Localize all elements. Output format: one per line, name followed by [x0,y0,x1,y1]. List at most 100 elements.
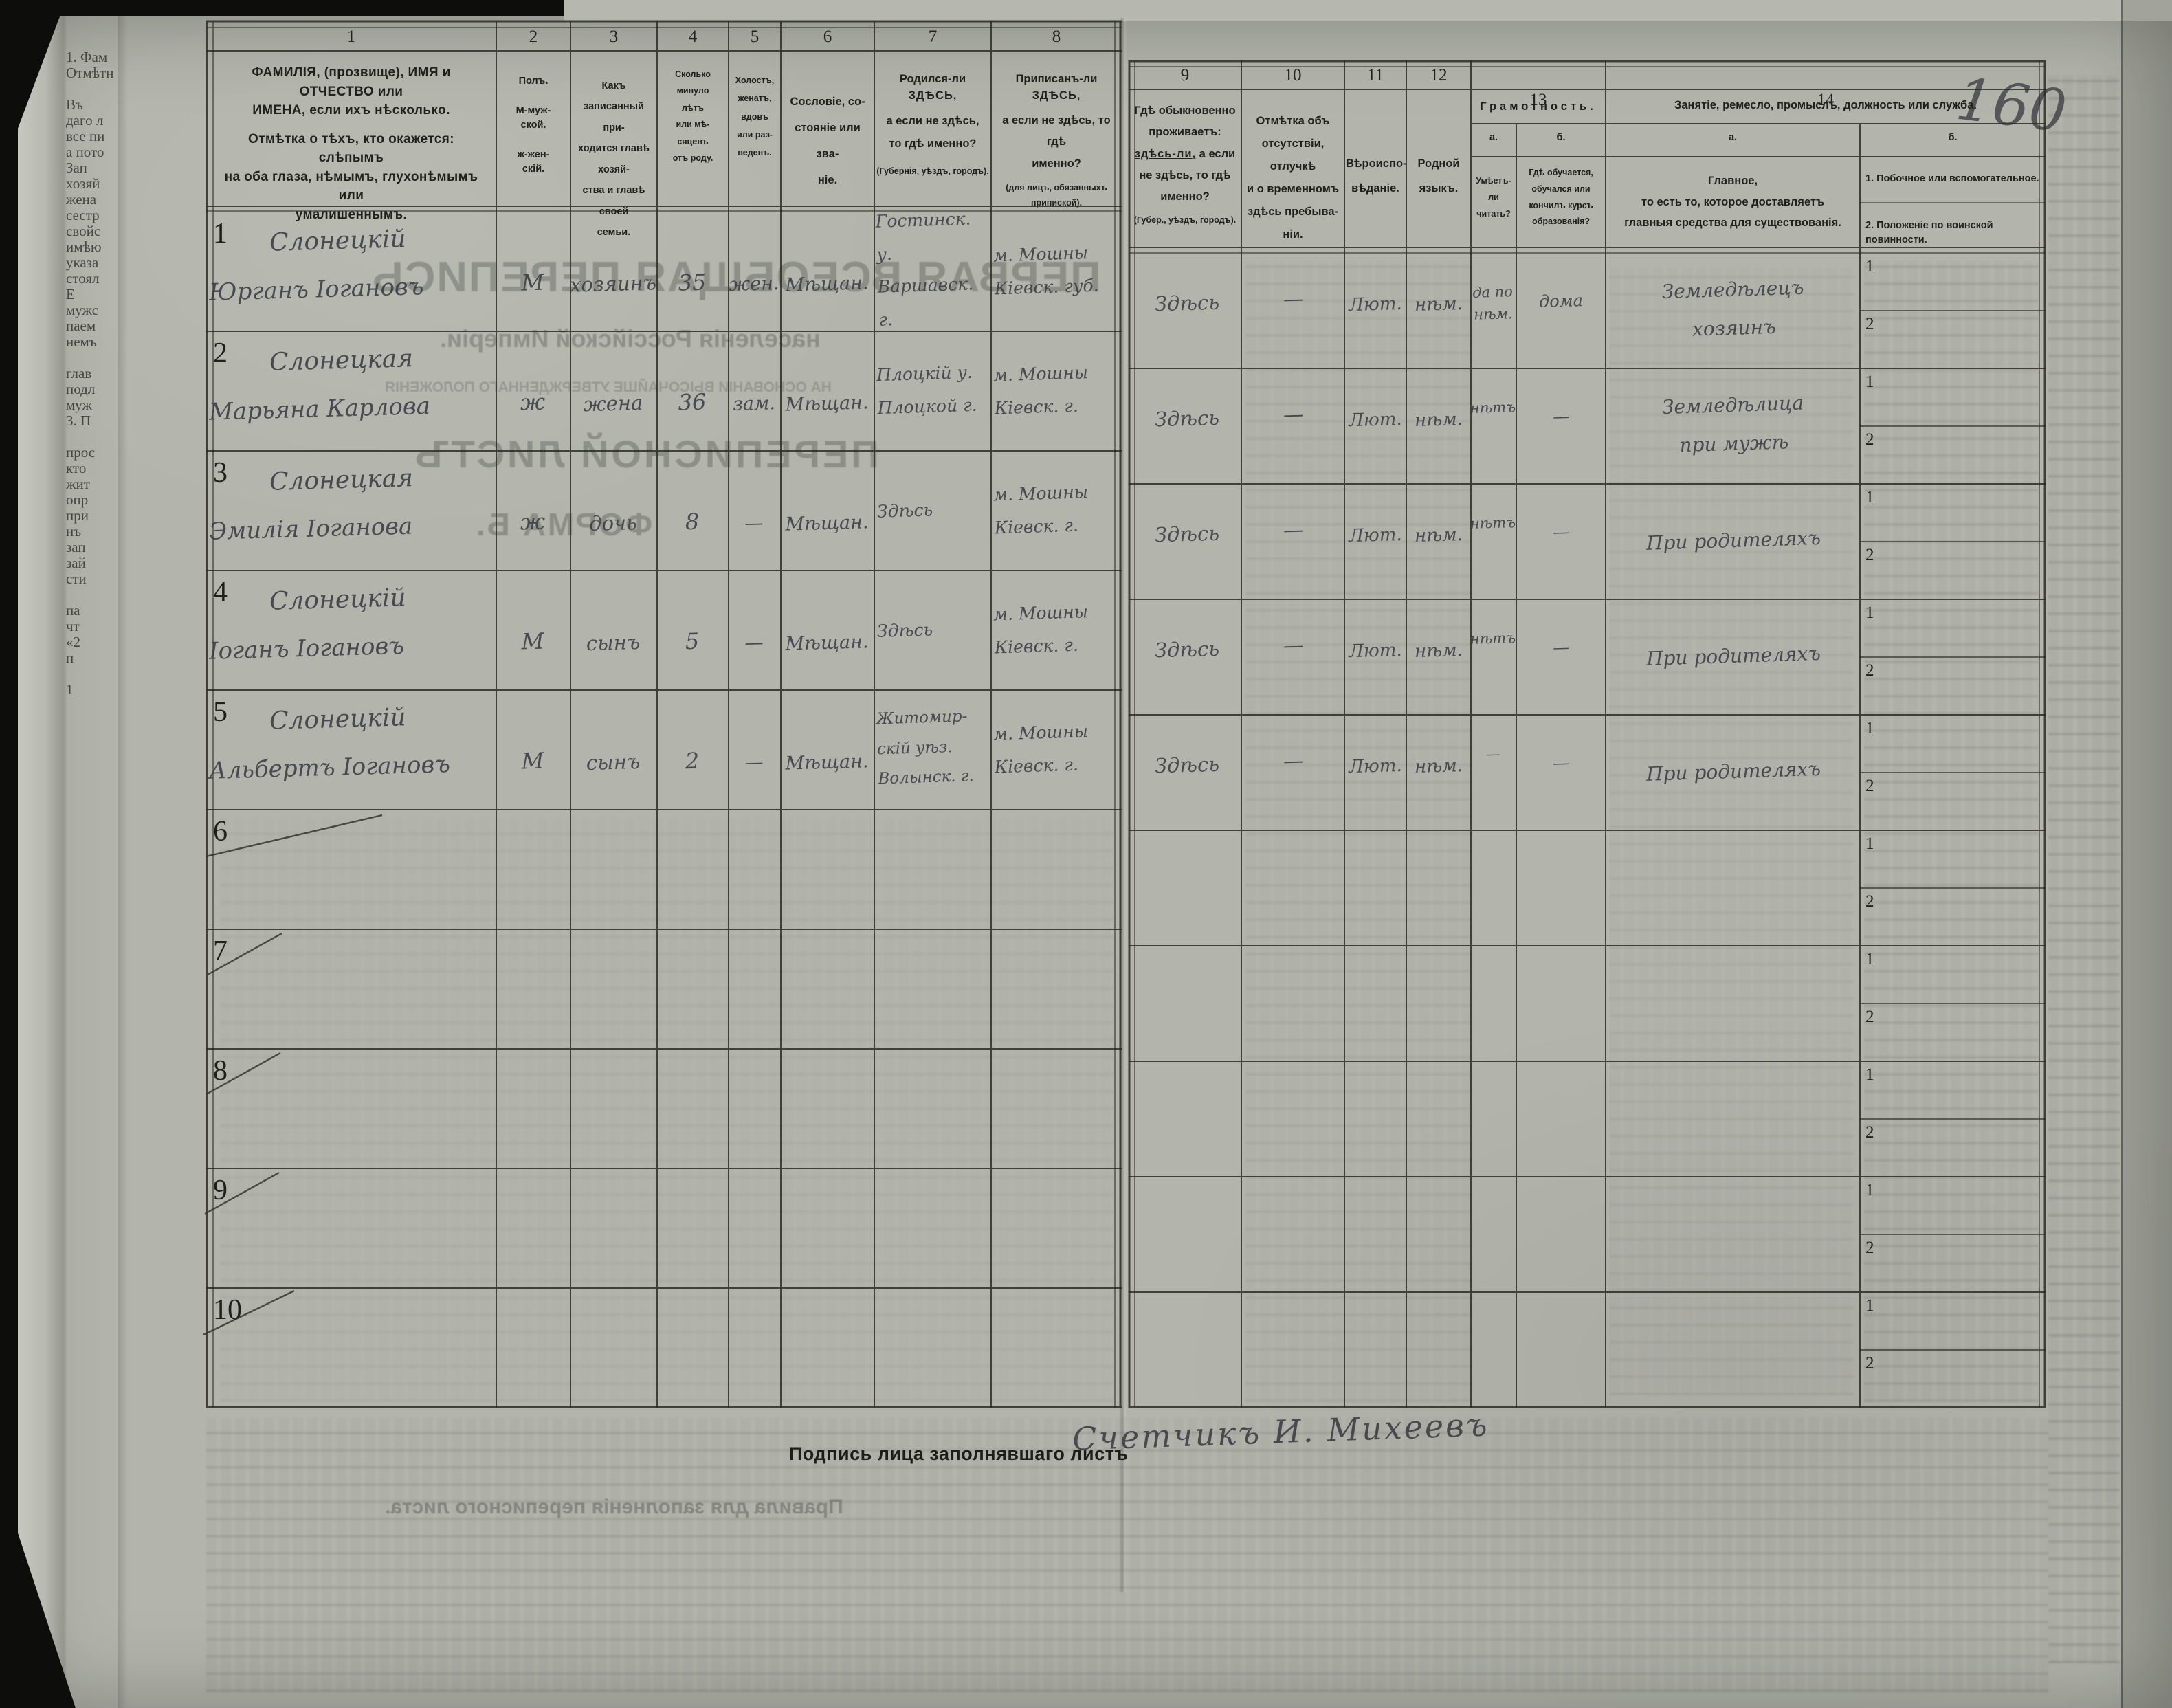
birthplace: Плоцкій у. Плоцкой г. [876,362,977,418]
age: 35 [678,269,707,296]
age: 36 [678,388,707,416]
literacy: нѣтъ [1470,514,1516,532]
table-row-right: Здѣсь — Лют. нѣм. — — При родителяхъ 1 2 [1129,715,2046,830]
age: 2 [685,747,700,775]
label-b: б. [1556,132,1566,143]
table-row: 2 Слонецкая Марьяна Карлова ж жена 36 за… [206,331,1122,451]
residence: Здѣсь [1154,521,1220,547]
header-col4-title: Сколько минуло лѣтъ или мѣ- сяцевъ отъ р… [672,69,713,163]
subrow-marker-1: 1 [1865,1296,1874,1315]
header-col8-title: Приписанъ-ли [1015,73,1098,85]
header-col2-title: Полъ. [518,76,548,87]
estate: Мѣщан. [785,272,869,296]
header-col14: Занятіе, ремесло, промыслъ, должность ил… [1608,98,2043,114]
surname: Слонецкій [269,703,407,735]
subrow-marker-1: 1 [1865,257,1874,276]
prev-page-text-fragments: 1. Фам Отмѣтн Въ даго л все пи а пото За… [66,49,114,698]
subrow-marker-2: 2 [1865,1354,1874,1373]
relation: сынъ [586,630,641,656]
birthplace: Здѣсь [876,500,933,522]
table-row: 1 Слонецкій Юрганъ Іогановъ М хозяинъ 35… [206,208,1122,331]
header-col9-text: а если не здѣсь, то гдѣ именно? [1139,147,1236,203]
table-row-right: Здѣсь — Лют. нѣм. нѣтъ — При родителяхъ … [1129,599,2046,715]
row-number: 1 [213,218,228,249]
marital-status: зам. [732,392,776,415]
subrow-marker-1: 1 [1865,603,1874,622]
absence-note: — [1283,518,1305,543]
occupation: Земледѣлица при мужѣ [1661,391,1804,457]
header-col4: Сколько минуло лѣтъ или мѣ- сяцевъ отъ р… [658,66,727,166]
education-place: — [1552,406,1570,427]
header-col5-title: Холостъ, женатъ, вдовъ или раз- веденъ. [735,76,775,157]
marital-status: — [744,512,764,535]
surname: Слонецкая [269,344,414,377]
header-col14-title: Занятіе, ремесло, промыслъ, должность ил… [1674,99,1977,111]
marital-status: — [744,632,764,654]
header-col14a-text: Главное, то есть то, которое доставляетъ… [1624,175,1841,230]
given-name: Іоганъ Іогановъ [208,632,405,665]
header-col6-title: Сословіе, со- стояніе или зва- ніе. [790,96,865,186]
given-name: Эмилія Іоганова [208,512,413,546]
estate: Мѣщан. [785,631,869,655]
education-place: — [1552,637,1570,658]
header-col13a-text: Умѣетъ- ли читать? [1476,176,1511,219]
religion: Лют. [1348,639,1403,663]
relation: сынъ [586,749,641,775]
header-col10-title: Отмѣтка объ отсутствіи, отлучкѣ и о врем… [1247,115,1339,241]
header-col1: ФАМИЛІЯ, (прозвище), ИМЯ и ОТЧЕСТВО или … [217,63,485,224]
subrow-marker-2: 2 [1865,1123,1874,1142]
absence-note: — [1283,287,1305,312]
subrow-marker-1: 1 [1865,1065,1874,1084]
col-number: 3 [609,27,619,46]
table-row: 4 Слонецкій Іоганъ Іогановъ М сынъ 5 — М… [206,570,1122,690]
row-number: 4 [213,577,228,608]
subrow-marker-2: 2 [1865,546,1874,564]
col-number: 5 [750,27,760,46]
header-col8-note: (для лицъ, обязанныхъ припиской). [1006,182,1107,208]
native-language: нѣм. [1414,640,1463,662]
header-col14a: Главное, то есть то, которое доставляетъ… [1612,170,1854,234]
header-col9-here: здѣсь-ли, [1134,147,1197,160]
birthplace: Гостинск. у. Варшавск. г. [875,208,974,330]
education-place: — [1552,753,1570,773]
col-number: 7 [928,27,938,46]
age: 5 [685,628,700,655]
religion: Лют. [1348,408,1403,432]
header-col3-title: Какъ записанный при- ходится главѣ хозяй… [577,80,650,239]
col-number: 11 [1366,66,1384,85]
header-col2-female: ж-жен- скій. [517,149,550,175]
header-col14b1-text: 1. Побочное или вспомогательное. [1865,173,2039,184]
registration-place: м. Мошны Кіевск. г. [993,721,1089,777]
col-number: 6 [823,27,832,46]
col-number: 13 [1529,91,1547,109]
religion: Лют. [1348,293,1403,316]
absence-note: — [1283,402,1305,428]
relation: дочь [588,511,638,535]
header-col9: Гдѣ обыкновенно проживаетъ: здѣсь-ли, а … [1131,100,1239,226]
header-col2: Полъ. М-муж- ской. ж-жен- скій. [498,74,569,177]
birthplace: Житомир- скій уѣз. Волынск. г. [876,707,975,788]
table-row: 3 Слонецкая Эмилія Іоганова ж дочь 8 — М… [206,451,1122,570]
col-number: 10 [1284,66,1302,85]
absence-note: — [1283,748,1305,774]
torn-left-edge [18,16,67,1708]
subrow-marker-1: 1 [1865,488,1874,507]
given-name: Юрганъ Іогановъ [208,273,424,307]
registration-place: м. Мошны Кіевск. губ. [993,243,1100,298]
literacy: да по нѣм. [1472,283,1514,323]
paper-top-edge [564,0,2172,21]
subrow-marker-2: 2 [1865,1239,1874,1257]
header-col13b-text: Гдѣ обучается, обучался или кончилъ курс… [1529,168,1593,227]
header-col13b-label: б. [1518,131,1604,145]
table-row-right: Здѣсь — Лют. нѣм. нѣтъ — Земледѣлица при… [1129,368,2046,484]
sex: М [521,747,544,775]
row-number-struck: 10 [213,1294,242,1326]
label-b: б. [1948,132,1958,143]
label-a: а. [1728,132,1738,143]
header-col3: Какъ записанный при- ходится главѣ хозяй… [572,76,656,243]
header-col2-male: М-муж- ской. [516,105,551,131]
surname: Слонецкій [269,584,407,616]
residence: Здѣсь [1154,406,1220,432]
header-col14a-label: а. [1608,131,1857,145]
